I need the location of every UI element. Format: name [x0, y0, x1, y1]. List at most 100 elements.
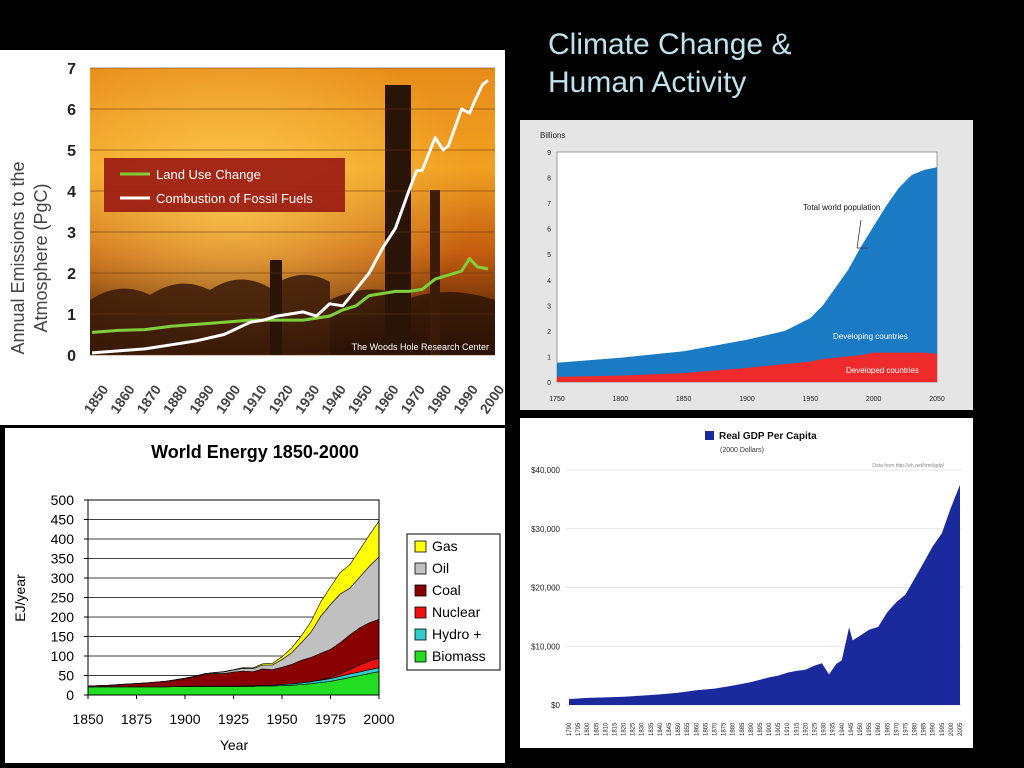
x-tick-label: 1835 — [649, 722, 655, 736]
x-tick-label: 1895 — [758, 722, 764, 736]
x-tick-label: 2000 — [363, 711, 394, 727]
land-use-change-line — [91, 257, 489, 334]
y-axis-label-line2: Atmosphere (PgC) — [31, 183, 51, 332]
x-tick-label: 2005 — [958, 722, 964, 736]
gdp-chart: Real GDP Per Capita (2000 Dollars) Data … — [520, 418, 973, 748]
world-energy-chart-panel: World Energy 1850-2000 0 50 100 150 200 250 30… — [5, 428, 505, 763]
x-tick-label: 1970 — [894, 722, 900, 736]
y-tick-label: 350 — [51, 551, 75, 567]
annotation-total-population: Total world population — [803, 203, 880, 212]
x-tick-label: 1910 — [785, 722, 791, 736]
x-tick-label: 2050 — [929, 396, 945, 403]
legend-label: Biomass — [432, 648, 486, 664]
world-energy-chart: World Energy 1850-2000 0 50 100 150 200 250 30… — [5, 428, 505, 763]
y-tick-label: 4 — [547, 278, 551, 285]
legend-swatch — [414, 562, 427, 575]
x-tick-label: 1960 — [876, 722, 882, 736]
x-tick-label: 1925 — [813, 722, 819, 736]
x-tick-label: 1815 — [612, 722, 618, 736]
x-tick-label: 1790 — [567, 722, 573, 736]
x-tick-label: 1985 — [922, 722, 928, 736]
legend-box — [104, 158, 345, 212]
y-tick-label: 8 — [547, 176, 551, 183]
x-tick-label: 1750 — [549, 396, 565, 403]
x-tick-label: 1975 — [315, 711, 346, 727]
x-tick-label: 1825 — [631, 722, 637, 736]
x-tick-label: 1795 — [576, 722, 582, 736]
source-text: Data from http://eh.net/hmit/gdp/ — [872, 463, 944, 469]
x-tick-label: 1845 — [667, 722, 673, 736]
x-tick-label: 1885 — [740, 722, 746, 736]
y-tick-label: 2 — [67, 266, 76, 283]
legend-label-land: Land Use Change — [156, 167, 261, 182]
x-tick-label: 1925 — [218, 711, 249, 727]
gdp-area — [569, 484, 960, 705]
legend-swatch — [414, 584, 427, 597]
y-tick-label: 100 — [51, 648, 75, 664]
y-tick-label: 1 — [67, 307, 76, 324]
y-tick-label: 300 — [51, 570, 75, 586]
x-tick-label: 1875 — [121, 711, 152, 727]
y-tick-label: 5 — [547, 252, 551, 259]
x-tick-label: 1880 — [731, 722, 737, 736]
y-tick-label: 5 — [67, 143, 76, 160]
y-tick-label: 250 — [51, 590, 75, 606]
y-tick-label: 0 — [66, 687, 74, 703]
x-tick-label: 1800 — [613, 396, 629, 403]
legend-label: Hydro + — [432, 626, 481, 642]
population-chart-panel: Billions 0 1 2 3 4 5 6 7 8 9 1750 1800 1850 1900 1950… — [520, 120, 973, 410]
annotation-leader — [856, 219, 862, 249]
developed-countries-area — [557, 352, 937, 382]
x-tick-label: 2000 — [866, 396, 882, 403]
slide-title-line1: Climate Change & — [548, 28, 792, 61]
fossil-fuels-line — [91, 79, 489, 355]
y-tick-label: $30,000 — [531, 525, 560, 534]
y-tick-label: 4 — [67, 184, 76, 201]
gdp-chart-panel: Real GDP Per Capita (2000 Dollars) Data … — [520, 418, 973, 748]
x-tick-label: 1990 — [931, 722, 937, 736]
x-tick-label: 1875 — [722, 722, 728, 736]
chart-title: Real GDP Per Capita — [719, 431, 817, 442]
x-tick-label: 1955 — [867, 722, 873, 736]
credit-text: The Woods Hole Research Center — [352, 342, 489, 352]
y-tick-label: 9 — [547, 150, 551, 157]
y-tick-label: 50 — [58, 668, 74, 684]
y-tick-label: 200 — [51, 609, 75, 625]
legend-label: Oil — [432, 560, 449, 576]
x-tick-label: 1850 — [72, 711, 103, 727]
x-tick-label: 1850 — [676, 722, 682, 736]
label-developing: Developing countries — [833, 332, 908, 341]
legend-label-fossil: Combustion of Fossil Fuels — [156, 191, 313, 206]
y-tick-label: $0 — [551, 701, 560, 710]
population-chart: Billions 0 1 2 3 4 5 6 7 8 9 1750 1800 1850 1900 1950… — [520, 120, 973, 410]
x-tick-label: 1995 — [940, 722, 946, 736]
chart-subtitle: (2000 Dollars) — [720, 447, 764, 454]
y-tick-label: 3 — [547, 303, 551, 310]
x-tick-label: 1950 — [266, 711, 297, 727]
x-tick-label: 1900 — [739, 396, 755, 403]
legend-swatch — [414, 540, 427, 553]
y-tick-label: 500 — [51, 492, 75, 508]
y-axis-label-line1: Annual Emissions to the — [8, 161, 28, 354]
legend-swatch — [705, 431, 714, 440]
x-tick-label: 1890 — [749, 722, 755, 736]
x-tick-label: 1860 — [694, 722, 700, 736]
y-tick-label: 400 — [51, 531, 75, 547]
x-tick-label: 1800 — [585, 722, 591, 736]
x-tick-label: 1820 — [622, 722, 628, 736]
y-tick-label: 0 — [67, 348, 76, 365]
x-tick-label: 1940 — [840, 722, 846, 736]
y-tick-label: 6 — [67, 102, 76, 119]
x-tick-label: 1810 — [603, 722, 609, 736]
x-tick-label: 1865 — [703, 722, 709, 736]
label-developed: Developed countries — [846, 366, 919, 375]
y-tick-label: 2 — [547, 329, 551, 336]
x-tick-label: 1840 — [658, 722, 664, 736]
x-tick-label: 1855 — [685, 722, 691, 736]
x-tick-label: 1975 — [903, 722, 909, 736]
developing-countries-area — [557, 167, 937, 382]
x-tick-label: 1900 — [169, 711, 200, 727]
y-tick-label: $10,000 — [531, 642, 560, 651]
